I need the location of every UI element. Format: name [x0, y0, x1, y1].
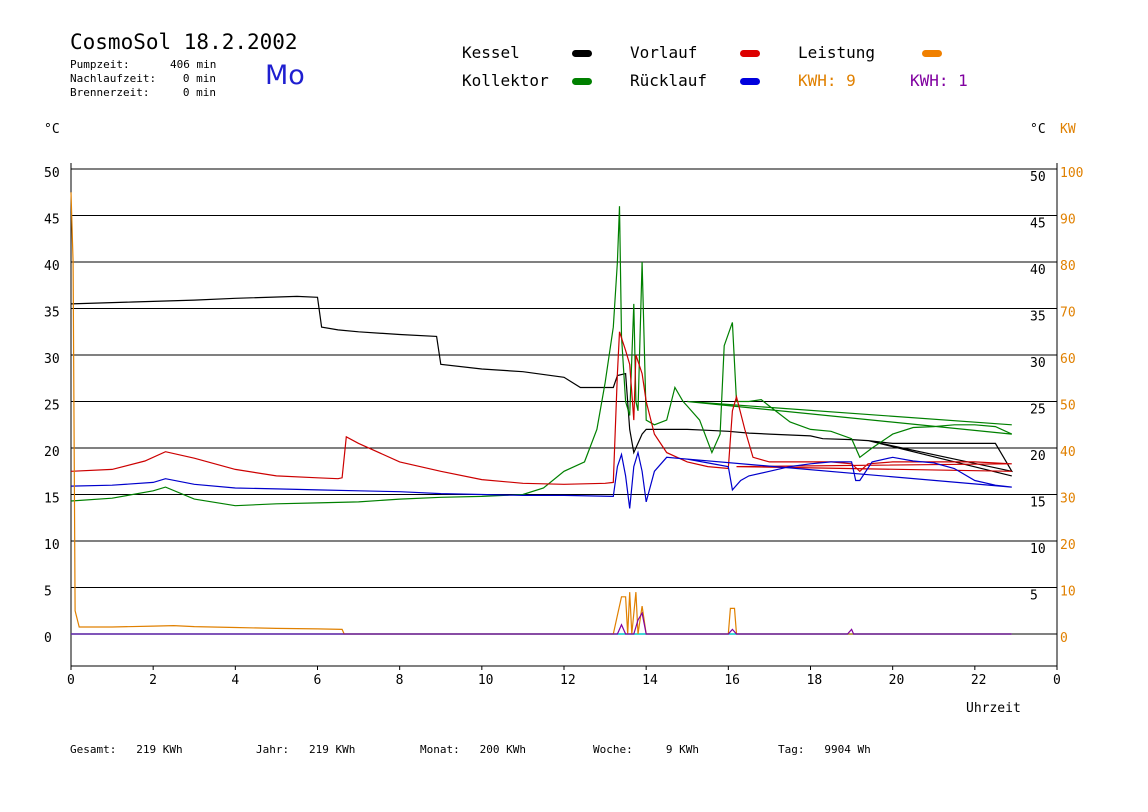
- series-line-kessel: [70, 295, 1014, 477]
- x-tick-label: 14: [642, 673, 658, 688]
- y-tick-label-right: 5: [1030, 589, 1038, 604]
- x-tick-label: 0: [1053, 673, 1061, 688]
- series-line-leistung: [70, 192, 1012, 635]
- y-tick-label-kw: 40: [1060, 445, 1076, 460]
- footer-value: 200 KWh: [479, 743, 526, 756]
- legend-kessel-swatch: [572, 50, 592, 57]
- y-tick-label-right: 45: [1030, 217, 1046, 232]
- series-line-vorlauf: [70, 331, 1012, 485]
- x-tick-label: 10: [478, 673, 494, 688]
- y-tick-label-kw: 70: [1060, 306, 1076, 321]
- footer-label: Monat:: [420, 743, 460, 756]
- y-tick-label-left: 10: [44, 538, 60, 553]
- x-tick-label: 4: [231, 673, 239, 688]
- stat-label: Brennerzeit:: [70, 86, 150, 99]
- footer-label: Jahr:: [256, 743, 290, 756]
- y-tick-label-left: 0: [44, 631, 52, 646]
- y-tick-label-left: 50: [44, 166, 60, 181]
- y-tick-label-kw: 80: [1060, 259, 1076, 274]
- x-tick-label: 6: [314, 673, 322, 688]
- x-tick-label: 8: [396, 673, 404, 688]
- footer-tag: Tag: 9904 Wh: [778, 743, 871, 756]
- right-axis-unit-kw: KW: [1060, 122, 1076, 137]
- y-tick-label-kw: 50: [1060, 399, 1076, 414]
- y-tick-label-right: 40: [1030, 263, 1046, 278]
- stat-label: Pumpzeit:: [70, 58, 130, 71]
- footer-monat: Monat: 200 KWh: [420, 743, 526, 756]
- y-tick-label-kw: 20: [1060, 538, 1076, 553]
- x-tick-label: 20: [889, 673, 905, 688]
- legend-kwh-total: KWH: 9: [798, 71, 856, 90]
- x-axis-label: Uhrzeit: [966, 701, 1021, 716]
- x-tick-label: 16: [724, 673, 740, 688]
- x-tick-label: 12: [560, 673, 576, 688]
- footer-woche: Woche: 9 KWh: [593, 743, 699, 756]
- y-tick-label-left: 40: [44, 259, 60, 274]
- legend-kwh-second: KWH: 1: [910, 71, 968, 90]
- legend-ruecklauf-swatch: [740, 78, 760, 85]
- footer-value: 219 KWh: [309, 743, 356, 756]
- stat-brennerzeit: Brennerzeit: 0 min: [70, 86, 216, 99]
- page-title: CosmoSol 18.2.2002: [70, 30, 298, 54]
- series-line-ruecklauf: [70, 450, 1012, 509]
- y-tick-label-right: 15: [1030, 496, 1046, 511]
- x-tick-label: 2: [149, 673, 157, 688]
- y-tick-label-left: 25: [44, 399, 60, 414]
- x-tick-label: 18: [807, 673, 823, 688]
- y-tick-label-right: 20: [1030, 449, 1046, 464]
- y-tick-label-left: 15: [44, 492, 60, 507]
- legend-vorlauf-swatch: [740, 50, 760, 57]
- series-line-kollektor: [70, 206, 1013, 507]
- y-tick-label-right: 25: [1030, 403, 1046, 418]
- stat-value: 0 min: [182, 72, 216, 85]
- y-tick-label-left: 35: [44, 306, 60, 321]
- y-tick-label-left: 20: [44, 445, 60, 460]
- stat-value: 406 min: [170, 58, 217, 71]
- y-tick-label-kw: 10: [1060, 585, 1076, 600]
- stat-value: 0 min: [182, 86, 216, 99]
- right-axis-unit-c: °C: [1030, 122, 1046, 137]
- legend-leistung-swatch: [922, 50, 942, 57]
- legend-kessel-label: Kessel: [462, 43, 520, 62]
- footer-label: Woche:: [593, 743, 633, 756]
- stat-label: Nachlaufzeit:: [70, 72, 157, 85]
- legend-kollektor-label: Kollektor: [462, 71, 549, 90]
- x-tick-label: 22: [971, 673, 987, 688]
- y-tick-label-left: 30: [44, 352, 60, 367]
- y-tick-label-kw: 90: [1060, 213, 1076, 228]
- y-tick-label-kw: 0: [1060, 631, 1068, 646]
- y-tick-label-right: 35: [1030, 310, 1046, 325]
- y-tick-label-right: 30: [1030, 356, 1046, 371]
- y-tick-label-right: 10: [1030, 542, 1046, 557]
- y-tick-label-right: 50: [1030, 170, 1046, 185]
- stat-pumpzeit: Pumpzeit: 406 min: [70, 58, 216, 71]
- footer-gesamt: Gesamt: 219 KWh: [70, 743, 183, 756]
- footer-jahr: Jahr: 219 KWh: [256, 743, 355, 756]
- footer-label: Tag:: [778, 743, 805, 756]
- legend-leistung-label: Leistung: [798, 43, 876, 62]
- legend-kollektor-swatch: [572, 78, 592, 85]
- y-tick-label-kw: 60: [1060, 352, 1076, 367]
- footer-value: 9904 Wh: [824, 743, 871, 756]
- x-tick-label: 0: [67, 673, 75, 688]
- legend-ruecklauf-label: Rücklauf: [630, 71, 708, 90]
- footer-label: Gesamt:: [70, 743, 117, 756]
- series-line-yield: [71, 611, 1012, 635]
- footer-value: 219 KWh: [136, 743, 183, 756]
- y-tick-label-left: 5: [44, 585, 52, 600]
- y-tick-label-left: 45: [44, 213, 60, 228]
- left-axis-unit: °C: [44, 122, 60, 137]
- weekday-label: Mo: [265, 60, 305, 91]
- stat-nachlaufzeit: Nachlaufzeit: 0 min: [70, 72, 216, 85]
- footer-value: 9 KWh: [665, 743, 699, 756]
- y-tick-label-kw: 30: [1060, 492, 1076, 507]
- legend-vorlauf-label: Vorlauf: [630, 43, 698, 62]
- y-tick-label-kw: 100: [1060, 166, 1083, 181]
